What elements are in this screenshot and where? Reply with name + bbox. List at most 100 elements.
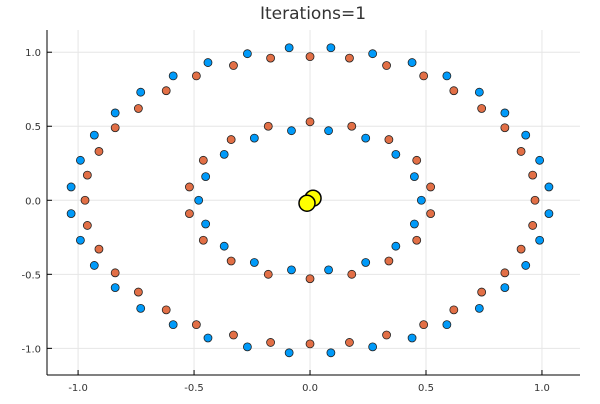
data-point-series-2 [407,58,417,67]
x-tick-label: 0.5 [418,383,434,394]
data-point-series-1 [528,221,538,230]
data-point-series-2 [75,155,85,165]
data-point-series-1 [226,135,236,144]
data-point-series-2 [368,342,378,352]
y-tick-label: 0.5 [25,122,41,133]
data-point-series-1 [347,269,357,279]
data-point-series-1 [419,71,429,81]
data-point-series-2 [75,235,85,245]
data-point-series-2 [66,209,76,219]
data-point-series-1 [412,235,422,245]
grid [47,30,580,375]
data-point-series-2 [391,241,401,251]
data-point-series-1 [263,121,273,131]
data-point-series-1 [198,155,208,165]
data-point-series-1 [229,61,238,70]
data-point-series-1 [191,71,201,81]
data-point-series-1 [185,209,194,219]
x-tick-label: 0.0 [302,383,318,394]
data-point-series-1 [80,195,90,205]
data-point-series-1 [419,320,429,330]
data-point-series-1 [412,155,422,165]
centroid-point [298,194,316,212]
data-point-series-1 [477,287,487,297]
data-point-series-1 [305,274,315,284]
data-point-series-2 [407,333,417,343]
data-point-series-1 [305,117,315,127]
data-point-series-1 [161,305,171,315]
data-point-series-1 [477,104,487,113]
x-tick-label: -0.5 [184,383,204,394]
data-point-series-1 [345,338,354,347]
data-point-series-2 [474,303,484,313]
data-point-series-2 [324,126,333,136]
data-point-series-2 [521,261,531,270]
data-point-series-2 [500,108,510,118]
data-point-series-1 [500,123,510,133]
data-point-series-1 [198,235,208,245]
data-point-series-2 [361,258,371,267]
data-point-series-2 [544,209,554,219]
x-tick-label: -1.0 [68,383,88,394]
data-point-series-1 [133,104,143,113]
data-point-series-1 [347,121,357,131]
data-point-series-1 [133,287,143,297]
y-tick-label: -1.0 [21,344,41,355]
data-point-series-2 [544,182,554,192]
data-point-series-2 [136,87,146,97]
data-point-series-2 [168,320,178,330]
data-point-series-1 [226,256,236,266]
data-point-series-1 [384,256,394,266]
data-point-series-2 [324,265,333,275]
data-point-series-2 [287,126,296,136]
data-point-series-1 [82,170,92,180]
data-point-series-2 [409,172,419,181]
data-point-series-2 [201,172,211,181]
data-point-series-2 [284,43,294,53]
data-point-series-2 [110,283,120,293]
data-point-series-1 [382,330,391,340]
data-points [66,43,554,358]
data-point-series-2 [242,342,252,352]
data-point-series-1 [382,61,391,70]
data-point-series-2 [474,87,484,97]
axis-ticks: -1.0 -0.5 0.0 0.5 1.0 -1.0 -0.5 0.0 0.5 1.0 [21,48,549,394]
data-point-series-2 [284,348,294,358]
data-point-series-2 [326,43,336,53]
data-point-series-1 [528,170,538,180]
data-point-series-2 [361,133,371,143]
data-point-series-2 [89,130,99,140]
data-point-series-2 [110,108,120,118]
data-point-series-1 [449,86,459,96]
data-point-series-2 [442,71,452,81]
x-tick-label: 1.0 [534,383,550,394]
y-tick-label: 1.0 [25,48,41,59]
data-point-series-2 [242,49,252,59]
data-point-series-2 [535,235,545,245]
data-point-series-2 [287,265,296,275]
data-point-series-1 [229,330,238,340]
data-point-series-1 [426,209,436,219]
data-point-series-1 [530,195,540,205]
data-point-series-2 [219,241,229,251]
data-point-series-2 [521,130,531,140]
data-point-series-1 [345,53,354,63]
data-point-series-1 [266,53,275,63]
data-point-series-2 [89,261,99,270]
data-point-series-1 [426,182,436,192]
data-point-series-1 [185,182,194,192]
axes [46,30,580,376]
data-point-series-1 [263,269,273,279]
data-point-series-1 [191,320,201,330]
data-point-series-2 [249,133,259,143]
data-point-series-1 [94,147,104,156]
data-point-series-1 [384,135,394,144]
data-point-series-1 [161,86,171,96]
data-point-series-2 [136,303,146,313]
data-point-series-2 [500,283,510,293]
data-point-series-2 [409,219,419,229]
data-point-series-2 [416,195,426,205]
y-tick-label: 0.0 [25,196,41,207]
data-point-series-1 [110,268,120,278]
